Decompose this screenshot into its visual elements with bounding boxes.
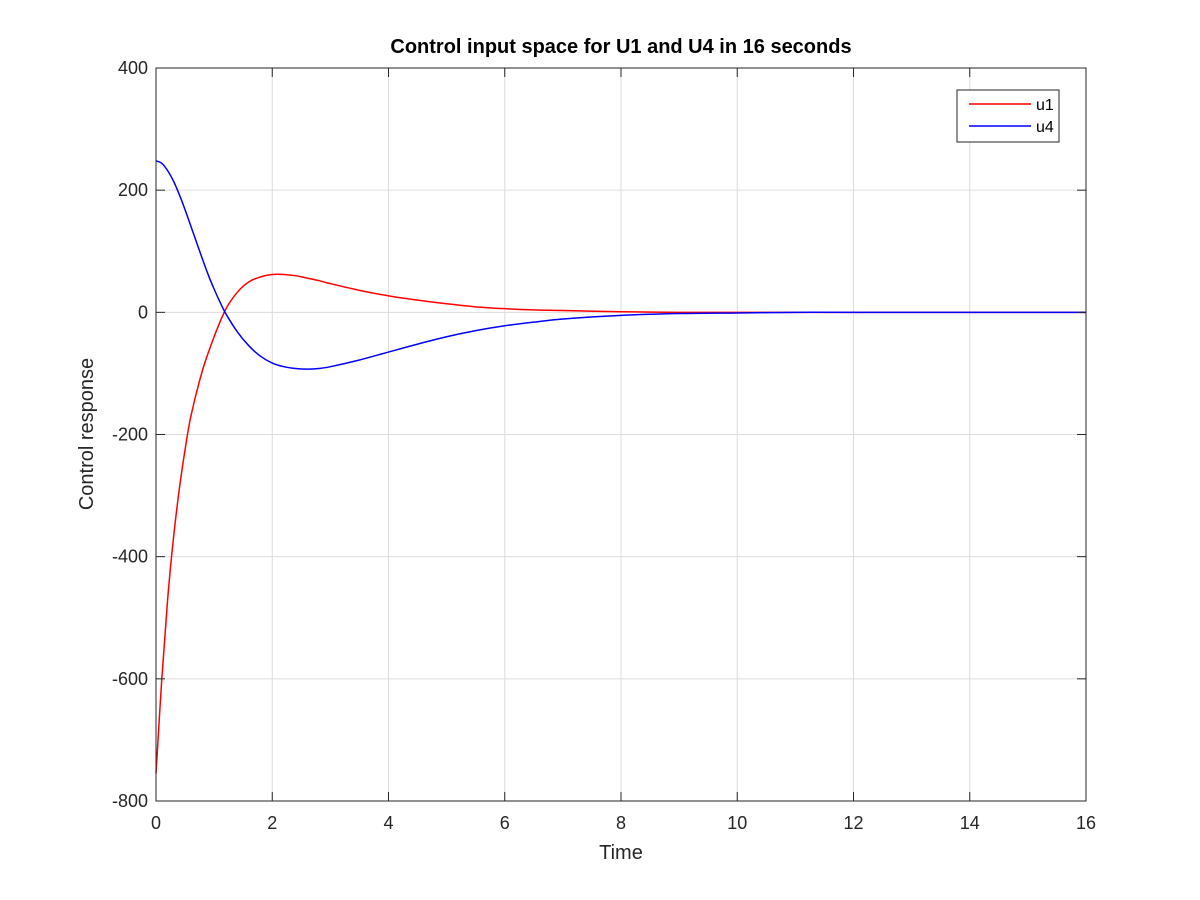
legend-label-u1: u1 <box>1036 97 1054 114</box>
y-tick-label: -600 <box>112 669 148 689</box>
series-line-u4 <box>155 160 1086 370</box>
x-tick-label: 2 <box>267 813 277 833</box>
y-tick-label: -800 <box>112 791 148 811</box>
x-axis-label: Time <box>599 842 643 864</box>
series-group <box>155 160 1086 774</box>
y-tick-label: 400 <box>118 58 148 78</box>
legend-label-u4: u4 <box>1036 119 1054 136</box>
legend: u1 u4 <box>956 89 1060 143</box>
x-tick-label: 4 <box>383 813 393 833</box>
x-tick-label: 0 <box>151 813 161 833</box>
x-tick-label: 12 <box>843 813 863 833</box>
y-axis-label: Control response <box>76 358 98 510</box>
y-tick-label: -200 <box>112 425 148 445</box>
y-tick-label: 0 <box>138 302 148 322</box>
x-tick-label: 16 <box>1076 813 1096 833</box>
x-tick-label: 14 <box>960 813 980 833</box>
x-tick-label: 6 <box>500 813 510 833</box>
y-tick-label: 200 <box>118 180 148 200</box>
tick-labels: 0 2 4 6 8 10 12 14 16 -800 -600 -400 -200 0 200 400 <box>112 58 1096 833</box>
ticks <box>155 67 1087 802</box>
legend-box <box>956 89 1060 143</box>
x-tick-label: 10 <box>727 813 747 833</box>
y-tick-label: -400 <box>112 547 148 567</box>
chart-title: Control input space for U1 and U4 in 16 … <box>390 36 851 58</box>
x-tick-label: 8 <box>616 813 626 833</box>
